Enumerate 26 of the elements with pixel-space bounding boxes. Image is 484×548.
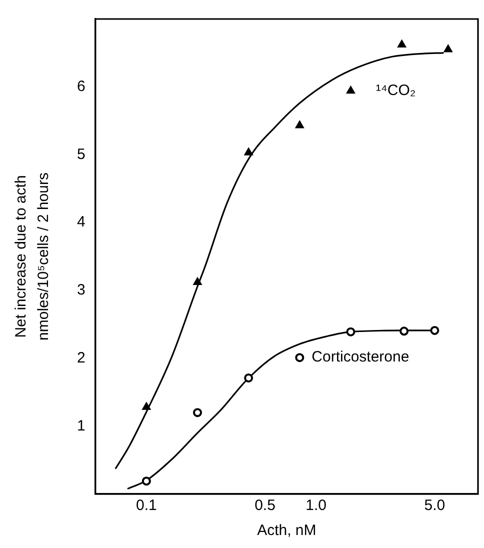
y-tick-label: 6 [77, 78, 86, 95]
text: nmoles/10⁵cells / 2 hours [34, 172, 52, 340]
x-tick-label: 0.5 [254, 497, 276, 514]
x-tick-label: 0.1 [136, 497, 157, 514]
point [142, 402, 151, 410]
x-tick-label: 5.0 [424, 497, 446, 514]
point [244, 373, 254, 382]
point [295, 353, 304, 362]
series-label: ¹⁴CO₂ [376, 82, 416, 99]
y-tick-label: 2 [77, 349, 86, 366]
point [244, 148, 253, 156]
point [346, 327, 356, 336]
text: Net increase due to acth [12, 175, 30, 338]
x-axis-title: Acth, nM [257, 522, 316, 540]
point [295, 120, 304, 128]
y-tick-label: 5 [77, 146, 86, 163]
x-tick-label: 1.0 [306, 497, 327, 514]
point [397, 40, 406, 48]
point [193, 277, 202, 286]
y-tick-label: 4 [77, 214, 86, 231]
point [346, 86, 356, 94]
y-tick-label: 3 [77, 282, 86, 299]
y-tick-label: 1 [77, 417, 86, 434]
point [142, 476, 151, 486]
series-label: Corticosterone [312, 348, 410, 366]
point [192, 408, 202, 418]
